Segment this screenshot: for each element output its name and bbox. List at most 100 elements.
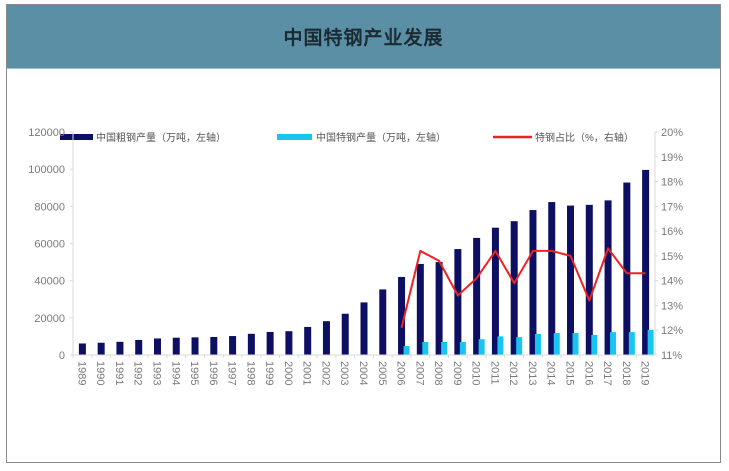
crude-steel-bar: [322, 321, 330, 355]
left-tick-label: 40000: [34, 276, 65, 288]
crude-steel-bar: [567, 205, 575, 355]
x-tick-label: 2004: [357, 361, 369, 385]
crude-steel-bar: [360, 302, 368, 355]
crude-steel-bar: [116, 341, 124, 355]
crude-steel-bar: [341, 313, 349, 355]
crude-steel-bar: [491, 227, 499, 355]
x-tick-label: 1991: [113, 361, 125, 385]
x-tick-label: 1999: [263, 361, 275, 385]
x-tick-label: 1998: [244, 361, 256, 385]
crude-steel-bar: [379, 289, 387, 355]
x-tick-label: 2009: [451, 361, 463, 385]
share-line: [400, 247, 646, 328]
x-tick-label: 1997: [226, 361, 238, 385]
special-steel-bar: [610, 332, 617, 355]
crude-steel-bar: [191, 337, 199, 355]
special-steel-bar: [441, 341, 448, 355]
right-tick-label: 16%: [661, 226, 683, 238]
x-tick-label: 1993: [150, 361, 162, 385]
crude-steel-bar: [398, 276, 406, 355]
x-tick-label: 1990: [94, 361, 106, 385]
x-tick-label: 2005: [376, 361, 388, 385]
x-tick-label: 2000: [282, 361, 294, 385]
x-tick-label: 2013: [526, 361, 538, 385]
left-tick-label: 80000: [34, 201, 65, 213]
crude-steel-bar: [435, 262, 443, 355]
special-steel-bar: [591, 334, 598, 355]
crude-steel-bar: [135, 339, 143, 355]
x-tick-label: 2001: [301, 361, 313, 385]
x-tick-label: 2007: [413, 361, 425, 385]
svg-text:中国特钢产量（万吨，左轴）: 中国特钢产量（万吨，左轴）: [316, 131, 446, 144]
chart-header: 中国特钢产业发展: [7, 5, 720, 69]
right-y-axis: 11% 12% 13% 14% 15% 16% 17% 18% 19% 20%: [654, 127, 683, 362]
x-tick-label: 2012: [507, 361, 519, 385]
right-tick-label: 18%: [661, 177, 683, 189]
right-tick-label: 13%: [661, 300, 683, 312]
right-tick-label: 20%: [661, 127, 683, 139]
x-tick-label: 2003: [338, 361, 350, 385]
crude-steel-bar: [548, 202, 556, 355]
crude-steel-bar: [454, 249, 462, 355]
special-steel-bar: [422, 341, 429, 355]
crude-steel-bar: [247, 333, 255, 355]
crude-steel-bar: [473, 237, 481, 355]
special-steel-bar: [572, 333, 579, 355]
special-steel-bar: [478, 339, 485, 355]
crude-steel-bar: [604, 200, 612, 355]
crude-steel-bar: [229, 336, 237, 355]
left-tick-label: 60000: [34, 239, 65, 251]
right-tick-label: 15%: [661, 251, 683, 263]
x-tick-label: 2015: [564, 361, 576, 385]
special-steel-bar: [647, 329, 654, 355]
x-axis: 1989 1990 1991 1992 1993 1994 1995 1996 1997 1998…: [72, 354, 655, 385]
left-tick-label: 100000: [28, 164, 65, 176]
chart-legend: 中国粗钢产量（万吨，左轴） 中国特钢产量（万吨，左轴） 特钢占比（%，右轴）: [60, 131, 634, 144]
crude-steel-bar: [78, 343, 86, 355]
crude-steel-bar: [210, 336, 218, 355]
left-tick-label: 20000: [34, 313, 65, 325]
x-tick-label: 2017: [601, 361, 613, 385]
special-steel-bar: [403, 346, 410, 355]
right-tick-label: 12%: [661, 325, 683, 337]
bars: [78, 169, 654, 355]
x-tick-label: 2002: [319, 361, 331, 385]
svg-text:中国粗钢产量（万吨，左轴）: 中国粗钢产量（万吨，左轴）: [96, 131, 226, 144]
crude-steel-bar: [416, 263, 424, 355]
special-steel-bar: [553, 333, 560, 355]
svg-text:特钢占比（%，右轴）: 特钢占比（%，右轴）: [535, 131, 634, 144]
crude-steel-bar: [285, 331, 293, 355]
crude-steel-bar: [623, 182, 631, 355]
special-steel-bar: [459, 341, 466, 355]
chart-title: 中国特钢产业发展: [283, 27, 444, 49]
left-y-axis: 0 20000 40000 60000 80000 100000 120000: [28, 127, 74, 362]
crude-steel-bar: [585, 204, 593, 355]
crude-steel-bar: [172, 337, 180, 355]
special-steel-bar: [628, 332, 635, 355]
crude-steel-bar: [304, 326, 312, 355]
x-tick-label: 1995: [188, 361, 200, 385]
crude-steel-bar: [97, 342, 105, 355]
x-tick-label: 2014: [545, 361, 557, 385]
crude-steel-bar: [642, 169, 650, 355]
x-tick-label: 2018: [620, 361, 632, 385]
x-tick-label: 2006: [395, 361, 407, 385]
x-tick-label: 1994: [169, 361, 181, 385]
x-tick-label: 1996: [207, 361, 219, 385]
x-tick-label: 1989: [75, 361, 87, 385]
right-tick-label: 11%: [661, 350, 682, 362]
x-tick-label: 2016: [582, 361, 594, 385]
x-tick-label: 2011: [488, 361, 500, 385]
x-tick-label: 2019: [639, 361, 651, 385]
crude-steel-bar: [529, 210, 537, 355]
right-tick-label: 19%: [661, 152, 683, 164]
left-tick-label: 120000: [28, 127, 65, 139]
x-tick-label: 2008: [432, 361, 444, 385]
special-steel-bar: [516, 337, 523, 355]
right-tick-label: 17%: [661, 201, 683, 213]
crude-steel-bar: [266, 331, 274, 355]
right-tick-label: 14%: [661, 276, 683, 288]
x-tick-label: 1992: [132, 361, 144, 385]
chart-frame: 中国特钢产业发展: [6, 4, 721, 463]
